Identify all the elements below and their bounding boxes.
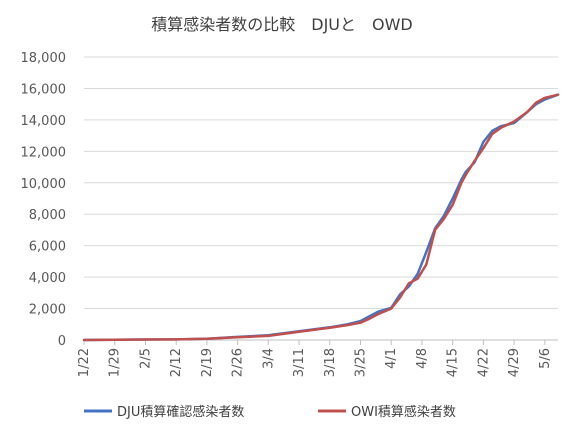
x-tick-label: 4/8 — [415, 348, 430, 369]
x-tick-label: 3/4 — [261, 348, 276, 369]
x-tick-label: 3/18 — [323, 348, 338, 377]
x-tick-label: 1/22 — [77, 348, 92, 377]
y-tick-label: 6,000 — [29, 240, 66, 255]
x-tick-label: 3/11 — [292, 348, 307, 377]
y-tick-label: 2,000 — [29, 303, 66, 318]
y-tick-label: 14,000 — [21, 114, 67, 129]
x-tick-label: 2/12 — [169, 348, 184, 377]
y-tick-label: 10,000 — [21, 177, 67, 192]
x-axis: 1/22 1/29 2/5 2/12 2/19 2/26 3/4 3/11 3/18 3/25 4/… — [77, 340, 553, 377]
y-tick-label: 16,000 — [21, 82, 67, 97]
x-tick-label: 4/15 — [446, 348, 461, 377]
x-tick-label: 2/19 — [200, 348, 215, 377]
y-tick-label: 0 — [58, 334, 66, 349]
legend: DJU積算確認感染者数 OWI積算感染者数 — [84, 404, 456, 420]
x-tick-label: 4/29 — [507, 348, 522, 377]
y-tick-label: 4,000 — [29, 271, 66, 286]
series-layer — [82, 93, 560, 342]
x-tick-label: 2/5 — [138, 348, 153, 369]
x-tick-label: 1/29 — [108, 348, 123, 377]
x-tick-label: 4/1 — [384, 348, 399, 369]
legend-label: OWI積算感染者数 — [351, 404, 456, 420]
series-line-2 — [82, 93, 560, 342]
y-tick-label: 18,000 — [21, 51, 67, 66]
x-tick-label: 5/6 — [538, 348, 553, 369]
legend-label: DJU積算確認感染者数 — [117, 404, 244, 420]
x-tick-label: 2/26 — [231, 348, 246, 377]
x-tick-label: 3/25 — [354, 348, 369, 377]
y-tick-label: 8,000 — [29, 208, 66, 223]
chart-title: 積算感染者数の比較 DJUと OWD — [151, 15, 413, 34]
y-axis: 0 2,000 4,000 6,000 8,000 10,000 12,000 14,000 1… — [21, 51, 67, 349]
y-tick-label: 12,000 — [21, 145, 67, 160]
x-tick-label: 4/22 — [476, 348, 491, 377]
